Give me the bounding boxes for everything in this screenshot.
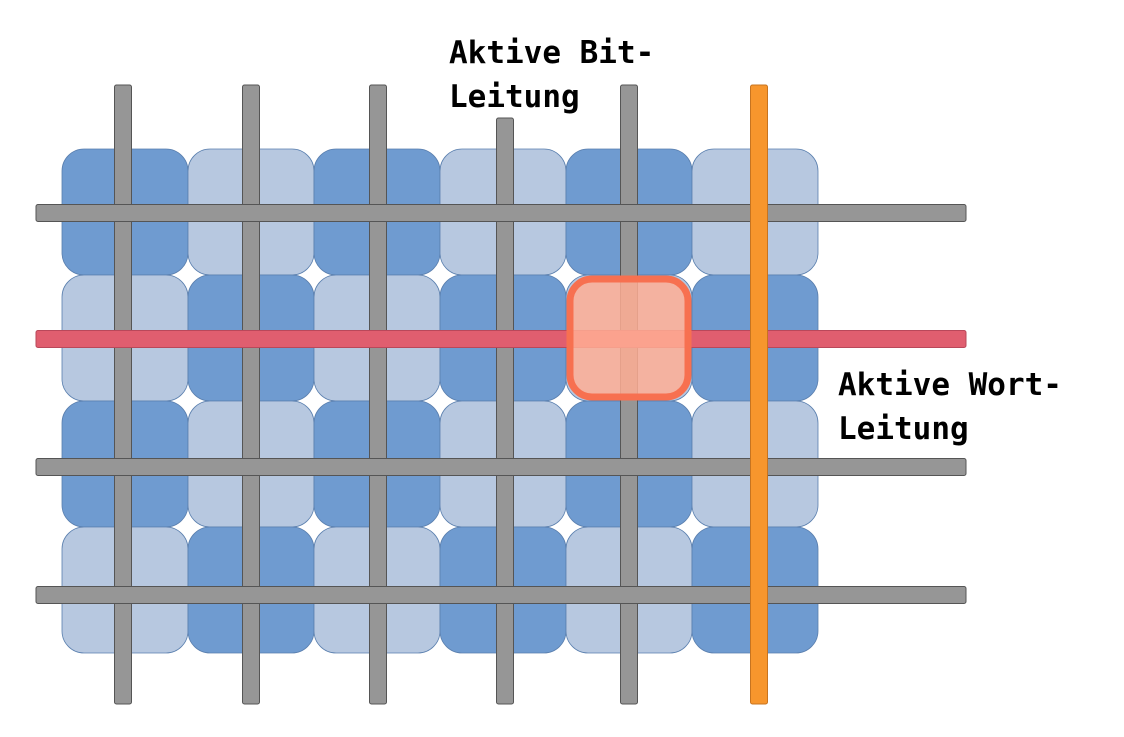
- bit-line-label-line-1: Aktive Bit-: [449, 35, 654, 71]
- bit-line: [496, 117, 514, 705]
- active-cell-layer: [566, 275, 692, 401]
- active-word-line: [35, 330, 967, 348]
- word-line: [35, 458, 967, 476]
- word-line-label-line-2: Leitung: [838, 411, 969, 447]
- active-bit-line: [750, 84, 768, 705]
- word-line: [35, 204, 967, 222]
- active-bit-line-layer: [750, 84, 768, 705]
- bit-line: [114, 84, 132, 705]
- bit-line-label-line-2: Leitung: [449, 79, 580, 115]
- word-line: [35, 586, 967, 604]
- word-lines: [35, 204, 967, 604]
- bit-line-label: Aktive Bit- Leitung: [449, 35, 673, 115]
- bit-line: [369, 84, 387, 705]
- active-memory-cell: [566, 275, 692, 401]
- bit-line: [242, 84, 260, 705]
- word-line-label-line-1: Aktive Wort-: [838, 367, 1062, 403]
- memory-cells: [61, 148, 819, 654]
- word-line-label: Aktive Wort- Leitung: [838, 367, 1081, 447]
